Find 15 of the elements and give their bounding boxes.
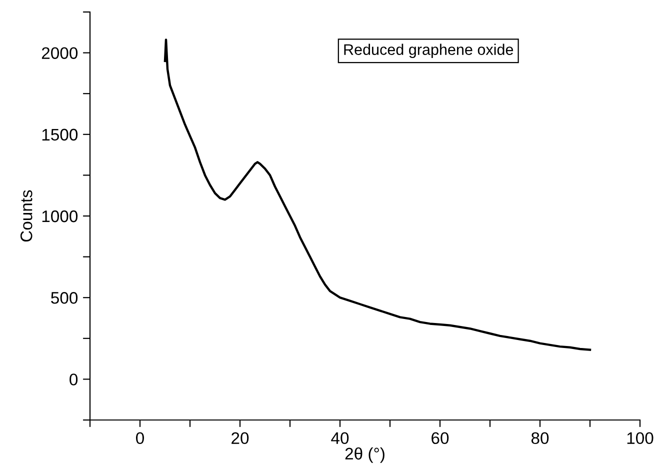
y-tick-label: 1500 (42, 128, 78, 141)
x-tick-label: 80 (531, 432, 549, 444)
x-axis-title: 2θ (°) (345, 447, 384, 463)
y-tick-label: 1000 (42, 210, 78, 222)
x-tick-label: 100 (627, 432, 654, 444)
x-tick-label: 40 (331, 432, 349, 444)
y-tick-label: 500 (51, 292, 78, 304)
x-tick-label: 0 (136, 432, 144, 444)
y-tick-label: 0 (70, 374, 78, 386)
y-axis-title: Counts (20, 190, 32, 242)
x-tick-label: 20 (232, 432, 249, 444)
annotation: Reduced graphene oxide (344, 44, 514, 58)
y-tick-label: 2000 (42, 47, 78, 60)
line-series (164, 38, 592, 351)
x-tick-label: 60 (432, 432, 449, 444)
